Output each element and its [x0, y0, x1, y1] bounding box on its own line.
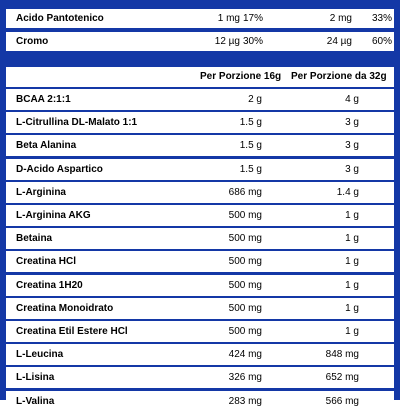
quantity-16g: 500 mg: [228, 279, 262, 291]
nutrient-name: Cromo: [16, 35, 49, 47]
table-row: Betaina 500 mg 1 g: [6, 228, 394, 249]
daily-value-16g: 17%: [243, 12, 264, 24]
quantity-32g: 2 mg: [329, 12, 352, 24]
table-row: L-Lisina 326 mg 652 mg: [6, 367, 394, 388]
quantity-16g: 500 mg: [228, 255, 262, 267]
quantity-32g: 1 g: [345, 325, 359, 337]
table-row: Acido Pantotenico 1 mg 17% 2 mg 33%: [6, 9, 394, 28]
ingredient-name: L-Lisina: [16, 371, 55, 383]
quantity-32g: 3 g: [345, 163, 359, 175]
quantity-16g: 500 mg: [228, 232, 262, 244]
ingredient-name: L-Leucina: [16, 348, 64, 360]
ingredient-name: L-Arginina: [16, 186, 66, 198]
nutrient-name: Acido Pantotenico: [16, 12, 104, 24]
quantity-32g: 1 g: [345, 302, 359, 314]
ingredient-name: Beta Alanina: [16, 139, 77, 151]
quantity-32g: 1.4 g: [336, 186, 359, 198]
quantity-32g: 3 g: [345, 139, 359, 151]
ingredient-name: D-Acido Aspartico: [16, 163, 103, 175]
table-row: L-Leucina 424 mg 848 mg: [6, 344, 394, 365]
quantity-16g: 1.5 g: [239, 116, 262, 128]
table-row: L-Citrullina DL-Malato 1:1 1.5 g 3 g: [6, 112, 394, 133]
quantity-16g: 1.5 g: [239, 163, 262, 175]
quantity-32g: 1 g: [345, 232, 359, 244]
quantity-16g: 326 mg: [228, 371, 262, 383]
ingredient-name: L-Valina: [16, 395, 55, 407]
quantity-16g: 500 mg: [228, 302, 262, 314]
quantity-32g: 3 g: [345, 116, 359, 128]
ingredient-name: Creatina HCl: [16, 255, 77, 267]
quantity-16g: 2 g: [248, 93, 262, 105]
table-row: BCAA 2:1:1 2 g 4 g: [6, 89, 394, 110]
column-header-16g: Per Porzione 16g: [200, 71, 282, 82]
table-row: Beta Alanina 1.5 g 3 g: [6, 135, 394, 156]
ingredient-name: Creatina Monoidrato: [16, 302, 114, 314]
quantity-32g: 4 g: [345, 93, 359, 105]
table-row: Creatina Etil Estere HCl 500 mg 1 g: [6, 321, 394, 342]
column-header-row: Per Porzione 16g Per Porzione da 32g: [6, 67, 394, 87]
ingredient-name: Creatina Etil Estere HCl: [16, 325, 128, 337]
quantity-16g: 500 mg: [228, 209, 262, 221]
quantity-32g: 566 mg: [325, 395, 359, 407]
table-row: L-Valina 283 mg 566 mg: [6, 391, 394, 412]
quantity-16g: 1.5 g: [239, 139, 262, 151]
table-row: Creatina Monoidrato 500 mg 1 g: [6, 298, 394, 319]
ingredient-name: L-Citrullina DL-Malato 1:1: [16, 116, 138, 128]
table-row: Cromo 12 µg 30% 24 µg 60%: [6, 32, 394, 51]
daily-value-16g: 30%: [243, 35, 264, 47]
table-row: Creatina HCl 500 mg 1 g: [6, 251, 394, 272]
daily-value-32g: 60%: [371, 35, 392, 47]
quantity-32g: 652 mg: [325, 371, 359, 383]
quantity-32g: 1 g: [345, 209, 359, 221]
table-row: Creatina 1H20 500 mg 1 g: [6, 275, 394, 296]
quantity-16g: 12 µg: [214, 35, 240, 47]
quantity-32g: 1 g: [345, 279, 359, 291]
quantity-32g: 1 g: [345, 255, 359, 267]
ingredient-name: BCAA 2:1:1: [16, 93, 71, 105]
quantity-16g: 1 mg: [217, 12, 240, 24]
ingredient-name: L-Arginina AKG: [16, 209, 91, 221]
quantity-32g: 24 µg: [326, 35, 352, 47]
daily-value-32g: 33%: [371, 12, 392, 24]
quantity-16g: 686 mg: [228, 186, 262, 198]
column-header-32g: Per Porzione da 32g: [291, 71, 387, 82]
quantity-16g: 424 mg: [228, 348, 262, 360]
quantity-16g: 500 mg: [228, 325, 262, 337]
ingredient-name: Betaina: [16, 232, 53, 244]
ingredient-name: Creatina 1H20: [16, 279, 83, 291]
table-row: L-Arginina AKG 500 mg 1 g: [6, 205, 394, 226]
table-row: D-Acido Aspartico 1.5 g 3 g: [6, 159, 394, 180]
quantity-32g: 848 mg: [325, 348, 359, 360]
quantity-16g: 283 mg: [228, 395, 262, 407]
table-row: L-Arginina 686 mg 1.4 g: [6, 182, 394, 203]
